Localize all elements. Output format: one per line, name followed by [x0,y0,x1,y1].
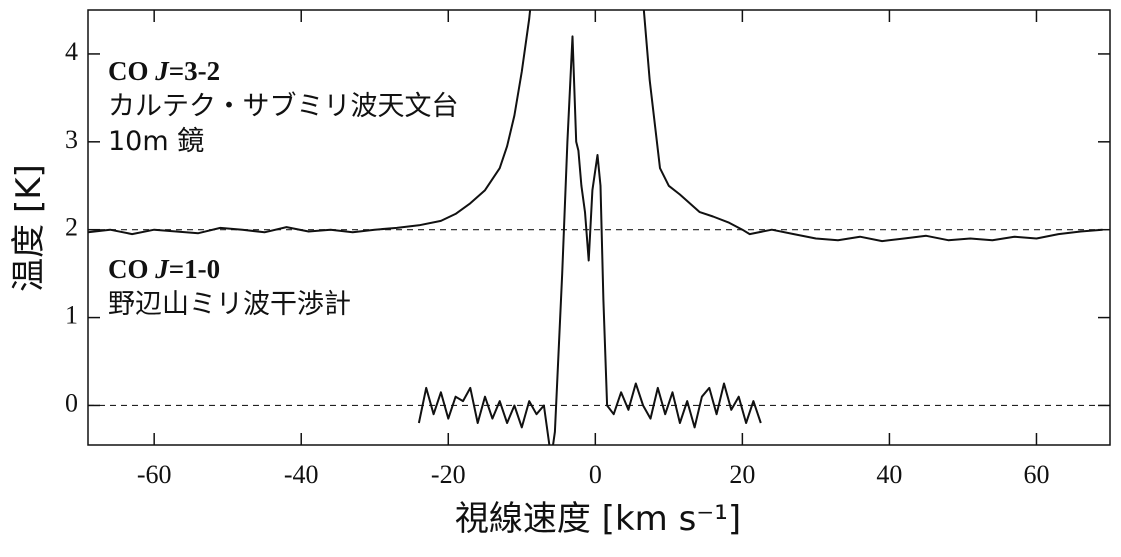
y-tick-label: 2 [65,213,78,242]
observatory: 野辺山ミリ波干渉計 [108,289,351,320]
x-tick-label: 0 [589,460,602,489]
level: =1-0 [169,254,220,284]
plot-area [88,10,1110,445]
series-label: CO J=3-2 [108,56,220,86]
x-tick-label: 20 [729,460,755,489]
x-tick-label: -20 [431,460,466,489]
x-tick-label: -40 [284,460,319,489]
spectrum-line [88,10,1103,243]
y-tick-label: 3 [65,125,78,154]
spectrum-line [417,35,762,445]
observatory: カルテク・サブミリ波天文台 [108,91,458,122]
transition: J [154,254,170,284]
x-tick-label: 40 [876,460,902,489]
y-tick-label: 0 [65,388,78,417]
plot-frame [87,9,1111,446]
x-tick-label: -60 [137,460,172,489]
level: =3-2 [169,56,220,86]
x-axis-label: 視線速度 [km s⁻¹] [455,499,741,539]
y-tick-label: 1 [65,301,78,330]
y-tick-label: 4 [65,37,78,66]
transition: J [154,56,170,86]
molecule: CO [108,56,149,86]
y-axis-label: 温度 [K] [9,164,49,292]
series-label: CO J=1-0 [108,254,220,284]
molecule: CO [108,254,149,284]
telescope: 10m 鏡 [108,126,204,157]
x-tick-label: 60 [1023,460,1049,489]
